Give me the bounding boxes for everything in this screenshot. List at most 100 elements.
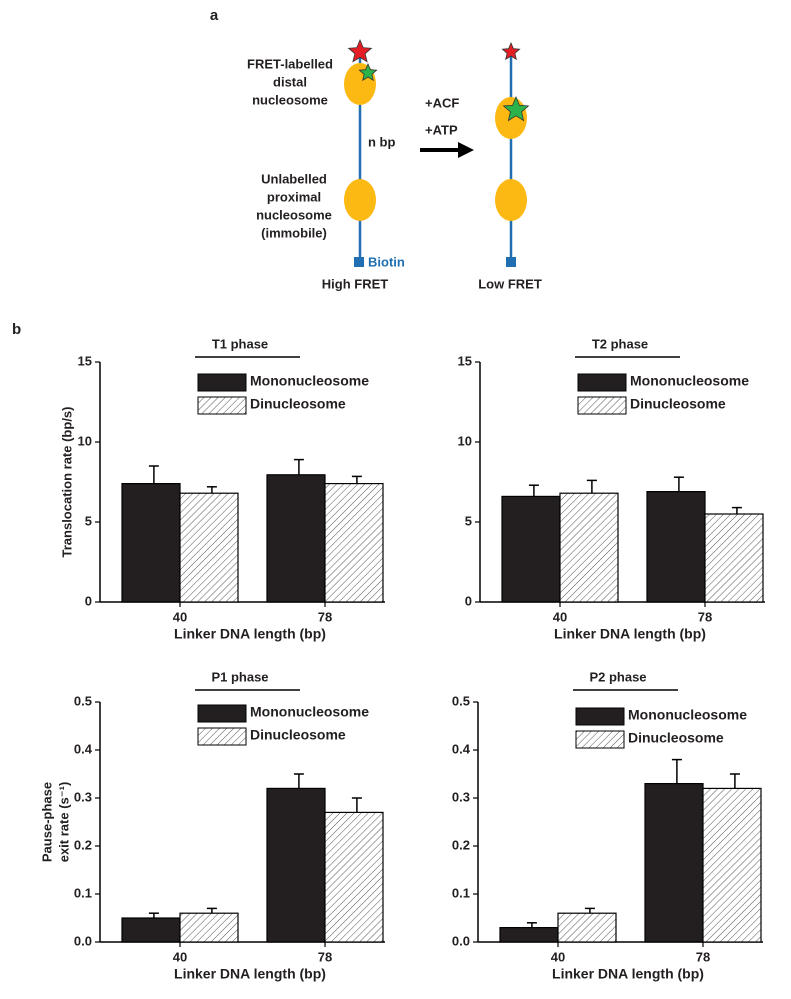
x-axis-label: Linker DNA length (bp) [174, 626, 326, 642]
y-tick-label: 0.2 [74, 837, 92, 852]
caption: Low FRET [478, 276, 542, 291]
y-tick-label: 0.4 [452, 741, 471, 756]
bar [266, 474, 326, 603]
y-tick-label: 15 [458, 353, 472, 368]
legend-swatch [197, 727, 247, 746]
x-tick-label: 78 [696, 949, 710, 964]
nucleosome [495, 179, 527, 221]
nucleosome [344, 63, 376, 105]
diagram-label: nucleosome [252, 92, 328, 107]
y-tick-label: 0.3 [452, 789, 470, 804]
diagram-label: (immobile) [261, 225, 327, 240]
x-axis-label: Linker DNA length (bp) [552, 966, 704, 982]
bar [702, 787, 762, 943]
bar [324, 483, 384, 603]
bar [324, 811, 384, 943]
bar [499, 926, 559, 943]
bar [121, 917, 181, 943]
nucleosome [344, 179, 376, 221]
diagram-label: Unlabelled [261, 171, 327, 186]
chart-title: P1 phase [211, 669, 268, 684]
legend-label: Mononucleosome [630, 373, 749, 389]
legend-swatch [577, 373, 627, 392]
bar [266, 787, 326, 943]
arrow-head [458, 142, 474, 158]
chart-title: T1 phase [212, 336, 268, 351]
y-tick-label: 0.2 [452, 837, 470, 852]
y-tick-label: 0.3 [74, 789, 92, 804]
diagram-label: FRET-labelled [247, 56, 333, 71]
y-tick-label: 0.4 [74, 741, 93, 756]
y-tick-label: 15 [78, 353, 92, 368]
stars [347, 38, 530, 122]
bar [557, 912, 617, 943]
bar [704, 513, 764, 603]
x-axis-label: Linker DNA length (bp) [174, 966, 326, 982]
bar [501, 495, 561, 603]
condition-label: +ACF [425, 95, 459, 110]
legend-label: Dinucleosome [250, 727, 346, 743]
y-tick-label: 0.0 [74, 933, 92, 948]
legend-swatch [577, 396, 627, 415]
biotin-anchor [506, 257, 516, 267]
x-axis-label: Linker DNA length (bp) [554, 626, 706, 642]
bar [559, 492, 619, 603]
legend-label: Mononucleosome [250, 373, 369, 389]
legend-label: Mononucleosome [250, 704, 369, 720]
bar [646, 491, 706, 603]
condition-label: +ATP [425, 122, 458, 137]
legend-swatch [197, 373, 247, 392]
y-tick-label: 5 [85, 513, 92, 528]
chart-title: P2 phase [589, 669, 646, 684]
x-tick-label: 40 [551, 949, 565, 964]
legend-label: Dinucleosome [628, 730, 724, 746]
y-tick-label: 0.5 [452, 693, 470, 708]
y-axis-label: Translocation rate (bp/s) [59, 407, 74, 558]
y-tick-label: 0.1 [452, 885, 470, 900]
diagram [344, 48, 527, 267]
x-tick-label: 40 [553, 609, 567, 624]
legend-label: Mononucleosome [628, 707, 747, 723]
biotin-anchor [354, 257, 364, 267]
legend-swatch [575, 707, 625, 726]
legend-swatch [575, 730, 625, 749]
y-tick-label: 0.0 [452, 933, 470, 948]
y-axis-label: exit rate (s⁻¹) [56, 782, 71, 863]
bar [179, 492, 239, 603]
y-tick-label: 5 [465, 513, 472, 528]
caption: High FRET [322, 276, 388, 291]
x-tick-label: 78 [698, 609, 712, 624]
y-axis-label: Pause-phase [39, 782, 54, 862]
y-tick-label: 10 [78, 433, 92, 448]
anchor-label: Biotin [368, 254, 405, 269]
diagram-label: distal [273, 74, 307, 89]
panel-label: a [210, 7, 219, 24]
x-tick-label: 78 [318, 949, 332, 964]
x-tick-label: 78 [318, 609, 332, 624]
panel-label: b [12, 321, 21, 338]
diagram-label: nucleosome [256, 207, 332, 222]
legend-label: Dinucleosome [250, 396, 346, 412]
fluorophore [358, 62, 378, 82]
x-tick-label: 40 [173, 609, 187, 624]
legend-swatch [197, 704, 247, 723]
x-tick-label: 40 [173, 949, 187, 964]
chart-title: T2 phase [592, 336, 648, 351]
legend-label: Dinucleosome [630, 396, 726, 412]
bar [644, 782, 704, 943]
y-tick-label: 0.5 [74, 693, 92, 708]
y-tick-label: 0 [465, 593, 472, 608]
bar [121, 483, 181, 603]
bar [179, 912, 239, 943]
legend-swatch [197, 396, 247, 415]
y-tick-label: 0 [85, 593, 92, 608]
y-tick-label: 0.1 [74, 885, 92, 900]
spacer-label: n bp [368, 134, 395, 149]
diagram-label: proximal [267, 189, 321, 204]
fluorophore [502, 95, 530, 122]
fluorophore [501, 41, 521, 61]
y-tick-label: 10 [458, 433, 472, 448]
fluorophore [347, 38, 373, 63]
